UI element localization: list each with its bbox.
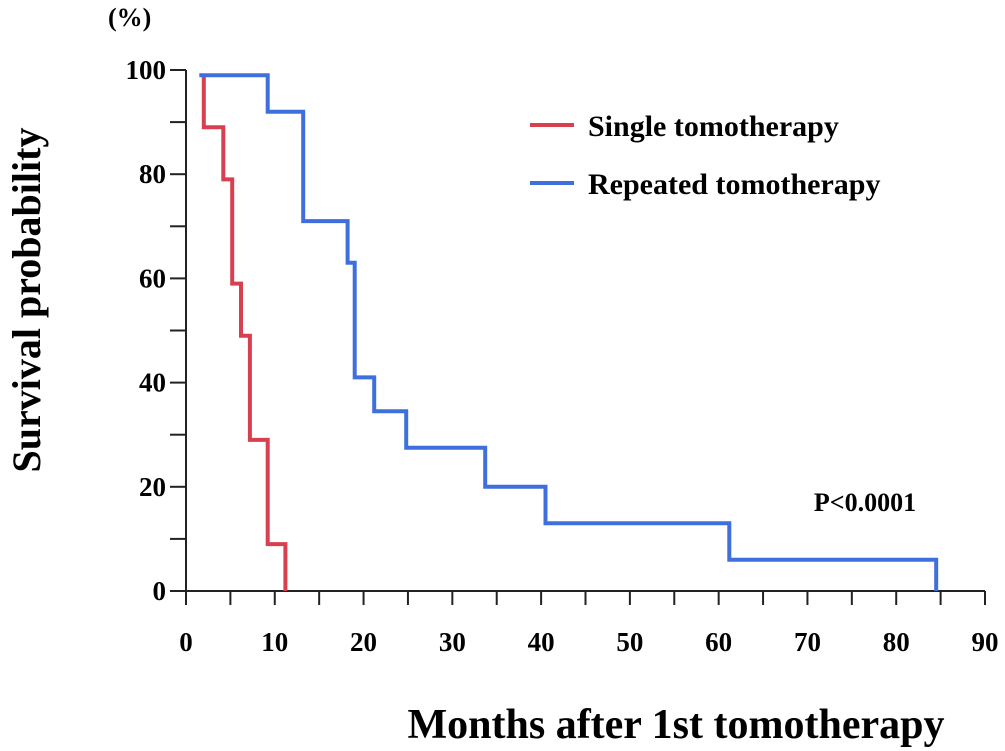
legend: Single tomotherapy Repeated tomotherapy <box>530 110 880 201</box>
y-tick-label: 0 <box>153 576 167 606</box>
x-tick-label: 70 <box>794 627 821 657</box>
series-lines <box>199 73 939 591</box>
axes: 0 20 40 60 80 100 0 10 20 30 40 50 60 70 80 90 <box>126 55 999 657</box>
y-unit-label: (%) <box>108 3 151 32</box>
series-line-repeated-tomotherapy <box>199 73 939 591</box>
x-tick-label: 50 <box>616 627 643 657</box>
legend-label: Single tomotherapy <box>588 110 839 143</box>
x-tick-label: 90 <box>972 627 999 657</box>
x-tick-label: 40 <box>528 627 555 657</box>
y-axis-title: Survival probability <box>4 128 49 473</box>
x-tick-label: 10 <box>261 627 288 657</box>
x-tick-label: 20 <box>350 627 377 657</box>
y-tick-label: 80 <box>139 159 166 189</box>
y-tick-label: 100 <box>126 55 167 85</box>
x-axis-title: Months after 1st tomotherapy <box>408 702 945 748</box>
y-tick-label: 20 <box>139 472 166 502</box>
y-tick-label: 60 <box>139 263 166 293</box>
x-tick-label: 80 <box>883 627 910 657</box>
x-tick-label: 60 <box>705 627 732 657</box>
x-tick-label: 30 <box>439 627 466 657</box>
y-tick-label: 40 <box>139 368 166 398</box>
series-line-single-tomotherapy <box>201 75 288 591</box>
legend-label: Repeated tomotherapy <box>588 168 880 201</box>
p-value-annotation: P<0.0001 <box>814 488 916 517</box>
x-tick-label: 0 <box>179 627 193 657</box>
